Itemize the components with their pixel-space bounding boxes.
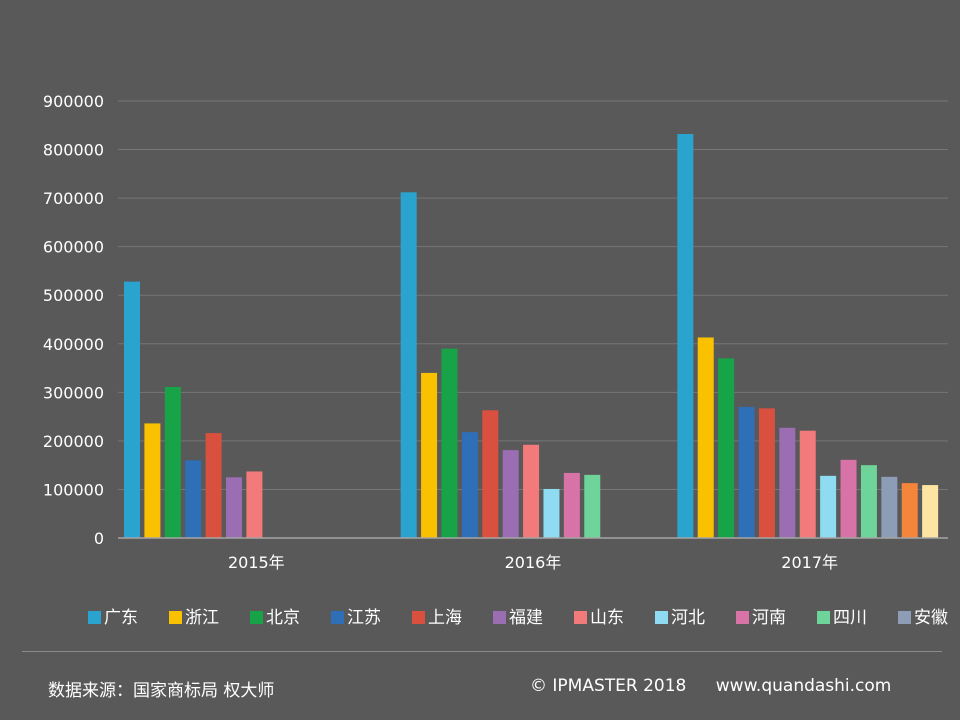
x-axis: 2015年 2016年 2017年 xyxy=(118,537,948,572)
legend-swatch xyxy=(493,611,506,624)
legend-label: 四川 xyxy=(833,608,867,628)
y-tick-label: 600000 xyxy=(43,238,104,257)
legend-label: 浙江 xyxy=(185,608,219,628)
bar-山东-2016年 xyxy=(523,444,540,538)
legend-label: 江苏 xyxy=(347,608,381,628)
legend-label: 山东 xyxy=(590,608,624,628)
website-link[interactable]: www.quandashi.com xyxy=(715,676,892,696)
bar-山东-2017年 xyxy=(799,430,816,538)
source-note: 数据来源：国家商标局 权大师 xyxy=(48,681,275,701)
bar-四川-2017年 xyxy=(860,465,877,538)
legend-label: 河南 xyxy=(752,608,786,628)
bar-山东-2015年 xyxy=(246,471,263,538)
bar-北京-2016年 xyxy=(441,348,458,538)
y-tick-label: 400000 xyxy=(43,335,104,354)
y-tick-label: 0 xyxy=(94,529,104,548)
bar-北京-2015年 xyxy=(164,386,181,538)
y-tick-label: 200000 xyxy=(43,432,104,451)
gridlines xyxy=(118,100,948,490)
legend-swatch xyxy=(250,611,263,624)
y-tick-label: 800000 xyxy=(43,141,104,160)
y-tick-label: 500000 xyxy=(43,286,104,305)
x-tick-label: 2017年 xyxy=(781,553,838,572)
bar-上海-2016年 xyxy=(482,410,499,538)
legend-label: 河北 xyxy=(671,608,705,628)
bar-河北-2016年 xyxy=(543,488,560,538)
bar-四川-2016年 xyxy=(584,474,601,538)
bar-浙江-2016年 xyxy=(421,372,438,538)
legend-label: 广东 xyxy=(104,608,138,628)
bar-湖北-2017年 xyxy=(901,483,918,538)
legend-label: 上海 xyxy=(428,608,462,628)
bar-上海-2015年 xyxy=(205,433,222,538)
legend-label: 北京 xyxy=(266,608,300,628)
copyright-text: © IPMASTER 2018 xyxy=(530,676,687,696)
bar-福建-2016年 xyxy=(502,450,519,538)
legend-swatch xyxy=(736,611,749,624)
y-tick-label: 900000 xyxy=(43,92,104,111)
bar-河南-2016年 xyxy=(563,472,580,538)
bar-河北-2017年 xyxy=(820,475,837,538)
legend-swatch xyxy=(655,611,668,624)
bar-广东-2015年 xyxy=(124,281,140,538)
x-tick-label: 2015年 xyxy=(228,553,285,572)
y-tick-label: 700000 xyxy=(43,189,104,208)
bar-浙江-2017年 xyxy=(697,337,714,538)
legend-swatch xyxy=(412,611,425,624)
bar-series xyxy=(124,134,939,539)
bar-湖南-2017年 xyxy=(922,485,939,538)
bar-广东-2017年 xyxy=(677,134,694,539)
legend-swatch xyxy=(574,611,587,624)
legend-swatch xyxy=(817,611,830,624)
footer-credits: © IPMASTER 2018 www.quandashi.com xyxy=(530,676,891,696)
bar-河南-2017年 xyxy=(840,459,857,538)
bar-北京-2017年 xyxy=(718,358,735,538)
legend-swatch xyxy=(169,611,182,624)
y-tick-label: 300000 xyxy=(43,383,104,402)
bar-福建-2017年 xyxy=(779,427,796,538)
legend-swatch xyxy=(88,611,101,624)
legend-swatch xyxy=(898,611,911,624)
bar-江苏-2017年 xyxy=(738,406,755,538)
legend: 广东浙江北京江苏上海福建山东河北河南四川安徽湖北湖南 xyxy=(88,608,948,628)
bar-福建-2015年 xyxy=(226,477,242,538)
y-tick-label: 100000 xyxy=(43,480,104,499)
legend-swatch xyxy=(331,611,344,624)
legend-label: 安徽 xyxy=(914,608,948,628)
legend-label: 福建 xyxy=(509,608,543,628)
bar-江苏-2015年 xyxy=(185,460,202,538)
bar-江苏-2016年 xyxy=(461,432,478,538)
bar-上海-2017年 xyxy=(758,408,775,538)
bar-广东-2016年 xyxy=(400,192,417,539)
bar-浙江-2015年 xyxy=(144,423,161,538)
footer-divider xyxy=(22,651,942,652)
bar-安徽-2017年 xyxy=(881,476,898,538)
x-tick-label: 2016年 xyxy=(505,553,562,572)
y-axis: 0 100000 200000 300000 400000 500000 600000 700… xyxy=(43,92,104,548)
